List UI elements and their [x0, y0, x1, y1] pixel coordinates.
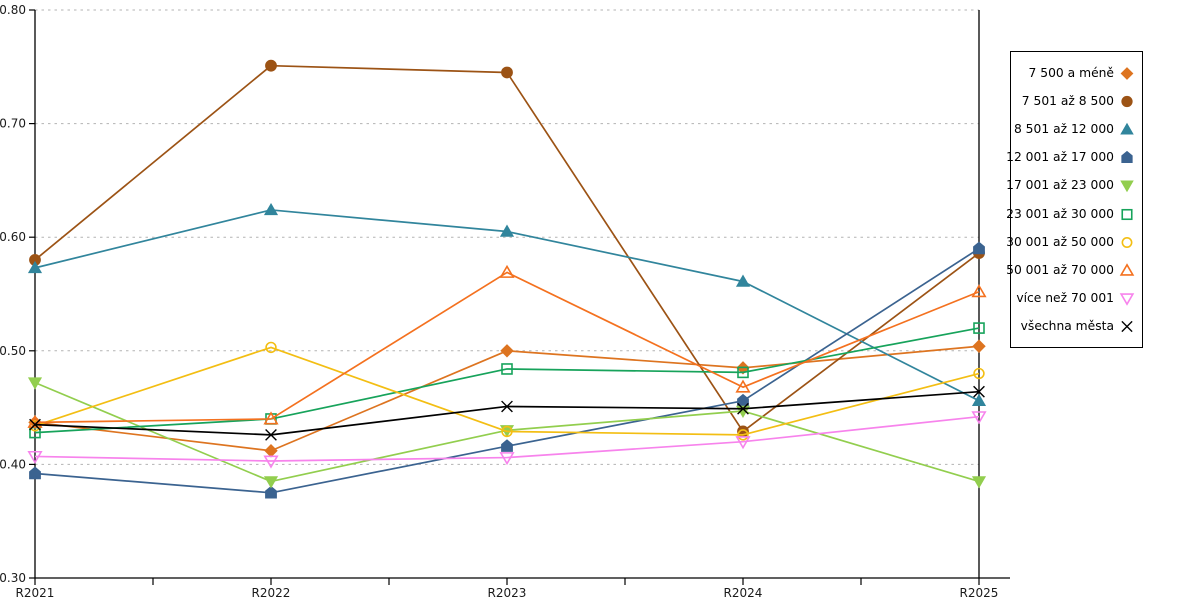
legend-label: 7 501 až 8 500	[1021, 94, 1114, 109]
data-point	[29, 466, 41, 480]
data-point	[265, 428, 277, 441]
legend-label: více než 70 001	[1016, 290, 1114, 305]
data-point	[27, 450, 43, 465]
legend-item: 12 001 až 17 000	[1006, 149, 1135, 165]
data-point	[500, 344, 514, 358]
data-point	[29, 418, 41, 431]
data-point	[263, 202, 279, 216]
data-point	[501, 400, 513, 413]
y-tick-label: 0.40	[0, 457, 26, 471]
data-point	[264, 444, 278, 458]
data-point	[973, 241, 985, 255]
legend-label: 23 001 až 30 000	[1006, 206, 1114, 221]
y-tick-label: 0.80	[0, 3, 26, 17]
data-point	[972, 339, 986, 353]
y-tick-label: 0.60	[0, 230, 26, 244]
legend-label: všechna města	[1020, 318, 1114, 333]
series-line	[34, 247, 980, 494]
y-tick-label: 0.30	[0, 571, 26, 585]
square-legend-icon	[1121, 208, 1133, 220]
triangle-up-legend-icon	[1119, 262, 1135, 276]
y-tick-label: 0.70	[0, 117, 26, 131]
data-point	[971, 284, 987, 298]
data-point	[265, 341, 277, 354]
legend-item: 7 500 a méně	[1015, 65, 1135, 81]
series-line	[34, 64, 980, 433]
legend-item: všechna města	[1015, 318, 1135, 334]
data-point	[735, 274, 751, 287]
data-point	[735, 436, 751, 450]
data-point	[499, 452, 515, 466]
legend-item: 7 501 až 8 500	[1015, 93, 1135, 109]
circle-legend-icon	[1121, 95, 1133, 108]
x-tick-label: R2023	[488, 586, 527, 600]
series-12-001-až-17-000	[29, 241, 985, 499]
legend-item: 30 001 až 50 000	[1006, 234, 1135, 250]
data-point	[263, 455, 279, 469]
legend-label: 8 501 až 12 000	[1013, 122, 1114, 137]
pentagon-legend-icon	[1121, 151, 1133, 164]
data-point	[971, 393, 987, 406]
series-17-001-až-23-000	[27, 377, 987, 489]
data-point	[499, 224, 515, 237]
data-point	[971, 476, 987, 489]
series-line	[34, 346, 980, 436]
series-line	[34, 415, 980, 462]
data-point	[973, 367, 985, 380]
x-tick-label: R2025	[960, 586, 999, 600]
data-point	[973, 385, 985, 398]
data-point	[263, 411, 279, 425]
x-legend-icon	[1121, 320, 1133, 333]
data-point	[973, 322, 985, 334]
x-tick-label: R2024	[724, 586, 763, 600]
x-tick-label: R2022	[252, 586, 291, 600]
data-point	[501, 66, 513, 79]
series-line	[34, 209, 980, 402]
data-point	[971, 411, 987, 425]
legend-label: 17 001 až 23 000	[1006, 178, 1114, 193]
data-point	[27, 377, 43, 390]
legend-item: více než 70 001	[1015, 290, 1135, 306]
triangle-up-legend-icon	[1120, 123, 1134, 135]
circle-legend-icon	[1121, 236, 1133, 248]
data-point	[737, 429, 749, 441]
legend-item: 8 501 až 12 000	[1013, 121, 1135, 137]
triangle-down-legend-icon	[1120, 180, 1134, 193]
legend: 7 500 a méně 7 501 až 8 500 8 501 až 12 00…	[1006, 51, 1143, 348]
legend-item: 17 001 až 23 000	[1006, 177, 1135, 193]
data-point	[501, 425, 513, 438]
diamond-legend-icon	[1120, 67, 1134, 80]
legend-item: 23 001 až 30 000	[1006, 206, 1135, 222]
legend-item: 50 001 až 70 000	[1006, 262, 1135, 278]
data-point	[737, 402, 749, 415]
series-line	[34, 327, 980, 434]
legend-label: 7 500 a méně	[1028, 66, 1114, 80]
data-point	[735, 379, 751, 393]
legend-label: 50 001 až 70 000	[1006, 262, 1114, 277]
data-point	[501, 439, 513, 452]
y-tick-label: 0.50	[0, 344, 26, 358]
data-point	[27, 260, 43, 274]
series-line	[34, 271, 980, 424]
data-point	[263, 476, 279, 489]
series-více-než-70-001	[27, 411, 987, 469]
triangle-down-legend-icon	[1119, 293, 1135, 306]
x-tick-label: R2021	[16, 586, 55, 600]
data-point	[737, 366, 749, 379]
series-8-501-až-12-000	[27, 202, 987, 406]
data-point	[265, 485, 277, 499]
data-point	[499, 264, 515, 278]
series-7-501-až-8-500	[29, 59, 985, 438]
data-point	[501, 363, 513, 375]
legend-label: 12 001 až 17 000	[1006, 150, 1114, 165]
data-point	[265, 59, 277, 72]
legend-label: 30 001 až 50 000	[1006, 234, 1114, 249]
series-všechna-města	[29, 385, 985, 441]
